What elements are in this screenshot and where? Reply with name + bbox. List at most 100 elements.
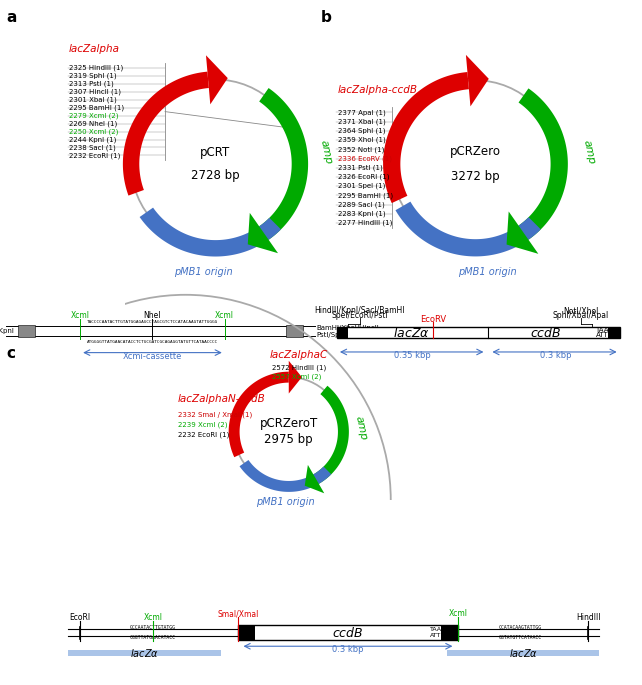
Text: $lacZ\alpha$: $lacZ\alpha$ bbox=[508, 647, 537, 659]
Text: 2371 XbaI (1): 2371 XbaI (1) bbox=[338, 119, 385, 125]
Text: pMB1 origin: pMB1 origin bbox=[175, 266, 233, 277]
Text: BamHI/XbaI/HincII: BamHI/XbaI/HincII bbox=[316, 325, 379, 331]
Text: XcmI: XcmI bbox=[71, 311, 90, 320]
Text: a: a bbox=[6, 10, 17, 25]
Text: 2325 HindIII (1): 2325 HindIII (1) bbox=[69, 64, 123, 71]
Text: GGTATGTTCATAACC: GGTATGTTCATAACC bbox=[499, 635, 542, 640]
Text: 2238 SacI (1): 2238 SacI (1) bbox=[69, 145, 116, 151]
Text: XcmI: XcmI bbox=[215, 311, 234, 320]
Text: 2295 BamHI (1): 2295 BamHI (1) bbox=[69, 104, 124, 111]
Text: 2352 NotI (1): 2352 NotI (1) bbox=[338, 146, 384, 153]
Text: amp: amp bbox=[581, 138, 596, 165]
Text: 0.3 kbp: 0.3 kbp bbox=[539, 351, 571, 360]
Text: 2279 XcmI (2): 2279 XcmI (2) bbox=[69, 112, 118, 119]
Text: TAA: TAA bbox=[595, 327, 609, 334]
Text: 2269 NheI (1): 2269 NheI (1) bbox=[69, 121, 117, 127]
Text: 2336 EcoRV (1): 2336 EcoRV (1) bbox=[338, 155, 392, 162]
Text: PstI/SphI/HindIII: PstI/SphI/HindIII bbox=[316, 332, 370, 338]
Text: lacZalphaN-ccdB: lacZalphaN-ccdB bbox=[178, 394, 266, 404]
Polygon shape bbox=[305, 465, 324, 493]
Text: EcoRI/SacI/KpnI: EcoRI/SacI/KpnI bbox=[0, 328, 14, 334]
Text: pCRZero: pCRZero bbox=[450, 145, 501, 158]
Polygon shape bbox=[229, 372, 289, 457]
Text: 2232 EcoRI (1): 2232 EcoRI (1) bbox=[178, 432, 229, 438]
Text: 2359 XhoI (1): 2359 XhoI (1) bbox=[338, 137, 385, 143]
Bar bbox=[609, 327, 620, 338]
Text: $lacZ\alpha$: $lacZ\alpha$ bbox=[130, 647, 159, 659]
Text: 2331 PstI (1): 2331 PstI (1) bbox=[338, 164, 382, 171]
Text: 2232 EcoRI (1): 2232 EcoRI (1) bbox=[69, 152, 120, 159]
Text: c: c bbox=[6, 346, 15, 361]
Text: pMB1 origin: pMB1 origin bbox=[256, 497, 314, 507]
Text: TACCCCAATACTTGTATGGAGAGCCTAGCGTCTCCATACAAGTATTGGGG: TACCCCAATACTTGTATGGAGAGCCTAGCGTCTCCATACA… bbox=[87, 320, 218, 324]
Text: 2326 EcoRI (1): 2326 EcoRI (1) bbox=[338, 174, 389, 180]
Polygon shape bbox=[239, 460, 331, 492]
Text: 2728 bp: 2728 bp bbox=[191, 169, 240, 182]
Bar bbox=[441, 625, 458, 640]
Text: $lacZ\alpha$: $lacZ\alpha$ bbox=[392, 326, 429, 340]
Text: pMB1 origin: pMB1 origin bbox=[458, 267, 517, 277]
Polygon shape bbox=[206, 55, 228, 104]
Text: 2250 XcmI (2): 2250 XcmI (2) bbox=[69, 128, 118, 135]
Text: XcmI: XcmI bbox=[144, 613, 162, 622]
Text: $ccdB$: $ccdB$ bbox=[332, 625, 364, 640]
Text: $ccdB$: $ccdB$ bbox=[530, 326, 562, 340]
Text: 2572 HindIII (1): 2572 HindIII (1) bbox=[272, 364, 326, 371]
Text: EcoRI: EcoRI bbox=[69, 613, 90, 622]
Text: ATT: ATT bbox=[596, 332, 608, 338]
Text: lacZalpha-ccdB: lacZalpha-ccdB bbox=[338, 85, 417, 95]
Bar bbox=[447, 650, 600, 656]
Polygon shape bbox=[259, 88, 308, 240]
Polygon shape bbox=[289, 361, 302, 394]
Text: HindIII: HindIII bbox=[576, 613, 600, 622]
Text: SpeI/EcoRI/PstI: SpeI/EcoRI/PstI bbox=[331, 311, 388, 320]
Text: 2313 PstI (1): 2313 PstI (1) bbox=[69, 80, 114, 87]
Polygon shape bbox=[383, 72, 469, 203]
Text: XcmI: XcmI bbox=[449, 609, 467, 618]
Text: 2319 SphI (1): 2319 SphI (1) bbox=[69, 73, 117, 79]
Text: 2295 BamHI (1): 2295 BamHI (1) bbox=[338, 192, 393, 199]
Polygon shape bbox=[507, 212, 539, 254]
Text: CGGTTATGAACATACC: CGGTTATGAACATACC bbox=[130, 635, 176, 640]
Text: NheI: NheI bbox=[144, 311, 161, 320]
Text: ATGGGGTTATGAACATACCTCTGCGATCGCAGAGGTATGTTCATAACCCC: ATGGGGTTATGAACATACCTCTGCGATCGCAGAGGTATGT… bbox=[87, 340, 218, 343]
Text: pCRZeroT: pCRZeroT bbox=[259, 417, 318, 430]
Text: 2289 SacI (1): 2289 SacI (1) bbox=[338, 201, 385, 208]
Text: 2244 KpnI (1): 2244 KpnI (1) bbox=[69, 136, 116, 142]
Text: TAA: TAA bbox=[429, 627, 442, 632]
Bar bbox=[238, 625, 255, 640]
Text: 2557 XcmI (2): 2557 XcmI (2) bbox=[272, 374, 321, 380]
Text: b: b bbox=[321, 10, 332, 25]
Text: pCRT: pCRT bbox=[200, 146, 230, 159]
Text: 2283 KpnI (1): 2283 KpnI (1) bbox=[338, 211, 385, 217]
Bar bbox=[337, 327, 348, 338]
Text: 3272 bp: 3272 bp bbox=[451, 170, 499, 183]
Text: lacZalphaC: lacZalphaC bbox=[270, 350, 328, 360]
Polygon shape bbox=[313, 386, 349, 484]
Text: lacZalpha: lacZalpha bbox=[69, 44, 120, 54]
Text: amp: amp bbox=[353, 414, 368, 441]
Text: GCCAATACTTGTATGG: GCCAATACTTGTATGG bbox=[130, 625, 176, 630]
Bar bbox=[286, 325, 304, 337]
Bar bbox=[18, 325, 35, 337]
Text: EcoRV: EcoRV bbox=[421, 314, 446, 324]
Bar bbox=[68, 650, 221, 656]
Text: 2364 SphI (1): 2364 SphI (1) bbox=[338, 127, 385, 134]
Text: 2307 HincII (1): 2307 HincII (1) bbox=[69, 88, 121, 95]
Polygon shape bbox=[395, 201, 541, 256]
Text: SphI/XbaI/ApaI: SphI/XbaI/ApaI bbox=[553, 311, 609, 320]
Text: 0.35 kbp: 0.35 kbp bbox=[394, 351, 431, 360]
Text: 2301 XbaI (1): 2301 XbaI (1) bbox=[69, 97, 117, 103]
Bar bbox=[238, 625, 458, 640]
Text: CCATACAAGTATTGG: CCATACAAGTATTGG bbox=[499, 625, 542, 630]
Polygon shape bbox=[248, 213, 278, 253]
Text: 2301 SpeI (1): 2301 SpeI (1) bbox=[338, 183, 385, 190]
Polygon shape bbox=[123, 72, 209, 196]
Polygon shape bbox=[139, 208, 281, 256]
Text: 2239 XcmI (2): 2239 XcmI (2) bbox=[178, 421, 227, 428]
Polygon shape bbox=[519, 88, 568, 240]
Text: SmaI/XmaI: SmaI/XmaI bbox=[217, 609, 259, 618]
Text: 2332 SmaI / XmaI (1): 2332 SmaI / XmaI (1) bbox=[178, 412, 252, 418]
Text: 2377 ApaI (1): 2377 ApaI (1) bbox=[338, 109, 385, 116]
Text: 2277 HindIII (1): 2277 HindIII (1) bbox=[338, 220, 392, 227]
